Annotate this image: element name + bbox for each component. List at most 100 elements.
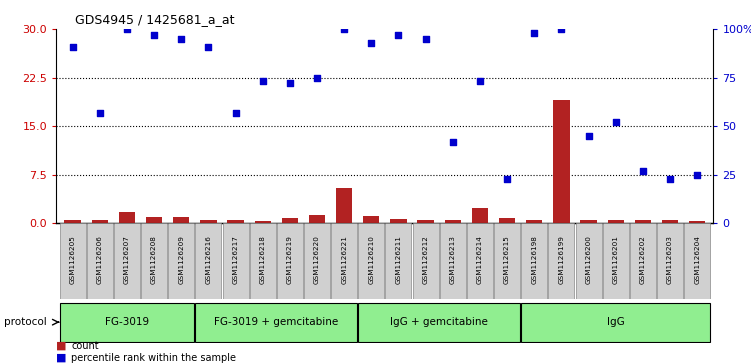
Text: GSM1126210: GSM1126210 [368, 235, 374, 284]
FancyBboxPatch shape [195, 302, 357, 342]
Text: GSM1126204: GSM1126204 [694, 235, 700, 284]
Point [67, 44, 79, 49]
Text: GSM1126217: GSM1126217 [233, 235, 239, 284]
FancyBboxPatch shape [277, 223, 303, 299]
Text: GSM1126221: GSM1126221 [341, 235, 347, 284]
Point [420, 36, 432, 42]
FancyBboxPatch shape [494, 223, 520, 299]
Text: GSM1126220: GSM1126220 [314, 235, 320, 284]
FancyBboxPatch shape [168, 223, 195, 299]
FancyBboxPatch shape [575, 223, 602, 299]
Bar [472, 208, 488, 223]
Text: GSM1126203: GSM1126203 [667, 235, 673, 284]
Text: GSM1126213: GSM1126213 [450, 235, 456, 284]
Point [447, 139, 459, 144]
Bar [228, 220, 243, 223]
Point [691, 172, 703, 178]
Text: FG-3019 + gemcitabine: FG-3019 + gemcitabine [214, 317, 339, 327]
Text: GSM1126205: GSM1126205 [70, 235, 76, 284]
FancyBboxPatch shape [657, 223, 683, 299]
FancyBboxPatch shape [521, 223, 547, 299]
FancyBboxPatch shape [440, 223, 466, 299]
Bar [309, 215, 325, 223]
FancyBboxPatch shape [630, 223, 656, 299]
Bar [391, 219, 406, 223]
Text: GSM1126201: GSM1126201 [613, 235, 619, 284]
Point [365, 40, 377, 45]
Point [94, 110, 106, 115]
Point [311, 75, 323, 81]
Text: GSM1126219: GSM1126219 [287, 235, 293, 284]
Bar [363, 216, 379, 223]
Bar [201, 220, 216, 223]
Bar [553, 100, 569, 223]
FancyBboxPatch shape [59, 302, 195, 342]
Bar [336, 188, 352, 223]
Bar [255, 221, 271, 223]
Text: ■: ■ [56, 341, 67, 351]
FancyBboxPatch shape [412, 223, 439, 299]
Text: GSM1126216: GSM1126216 [205, 235, 211, 284]
Point [338, 26, 350, 32]
Point [393, 32, 405, 38]
Point [528, 30, 540, 36]
Bar [608, 220, 624, 223]
Text: GSM1126206: GSM1126206 [97, 235, 103, 284]
FancyBboxPatch shape [358, 302, 520, 342]
Point [637, 168, 649, 174]
Text: GSM1126218: GSM1126218 [260, 235, 266, 284]
FancyBboxPatch shape [331, 223, 357, 299]
Bar [662, 220, 678, 223]
Text: count: count [71, 341, 99, 351]
Text: GSM1126208: GSM1126208 [151, 235, 157, 284]
Point [610, 119, 622, 125]
Bar [65, 220, 81, 223]
Text: GSM1126214: GSM1126214 [477, 235, 483, 284]
Point [284, 81, 296, 86]
Text: percentile rank within the sample: percentile rank within the sample [71, 352, 237, 363]
Text: IgG: IgG [607, 317, 625, 327]
Text: GSM1126212: GSM1126212 [423, 235, 429, 284]
Text: GSM1126200: GSM1126200 [586, 235, 592, 284]
FancyBboxPatch shape [521, 302, 710, 342]
Point [501, 176, 513, 182]
Point [148, 32, 160, 38]
Text: GDS4945 / 1425681_a_at: GDS4945 / 1425681_a_at [75, 13, 234, 26]
Text: GSM1126199: GSM1126199 [559, 235, 565, 284]
Text: FG-3019: FG-3019 [105, 317, 149, 327]
Bar [119, 212, 135, 223]
Point [175, 36, 187, 42]
FancyBboxPatch shape [222, 223, 249, 299]
Point [257, 78, 269, 84]
Bar [499, 218, 515, 223]
Text: GSM1126207: GSM1126207 [124, 235, 130, 284]
FancyBboxPatch shape [59, 223, 86, 299]
FancyBboxPatch shape [548, 223, 575, 299]
FancyBboxPatch shape [249, 223, 276, 299]
Point [230, 110, 242, 115]
Text: GSM1126209: GSM1126209 [178, 235, 184, 284]
FancyBboxPatch shape [385, 223, 412, 299]
Text: GSM1126211: GSM1126211 [396, 235, 402, 284]
Text: GSM1126198: GSM1126198 [531, 235, 537, 284]
FancyBboxPatch shape [602, 223, 629, 299]
Text: GSM1126215: GSM1126215 [504, 235, 510, 284]
Point [121, 26, 133, 32]
Text: GSM1126202: GSM1126202 [640, 235, 646, 284]
FancyBboxPatch shape [114, 223, 140, 299]
Bar [581, 220, 597, 223]
Point [664, 176, 676, 182]
Text: protocol: protocol [4, 317, 47, 327]
FancyBboxPatch shape [467, 223, 493, 299]
Bar [445, 220, 461, 223]
Bar [173, 217, 189, 223]
Bar [526, 220, 542, 223]
Bar [418, 220, 434, 223]
Text: ■: ■ [56, 352, 67, 363]
FancyBboxPatch shape [358, 223, 385, 299]
FancyBboxPatch shape [684, 223, 710, 299]
Point [583, 133, 595, 139]
Bar [689, 221, 705, 223]
Text: IgG + gemcitabine: IgG + gemcitabine [391, 317, 488, 327]
FancyBboxPatch shape [195, 223, 222, 299]
